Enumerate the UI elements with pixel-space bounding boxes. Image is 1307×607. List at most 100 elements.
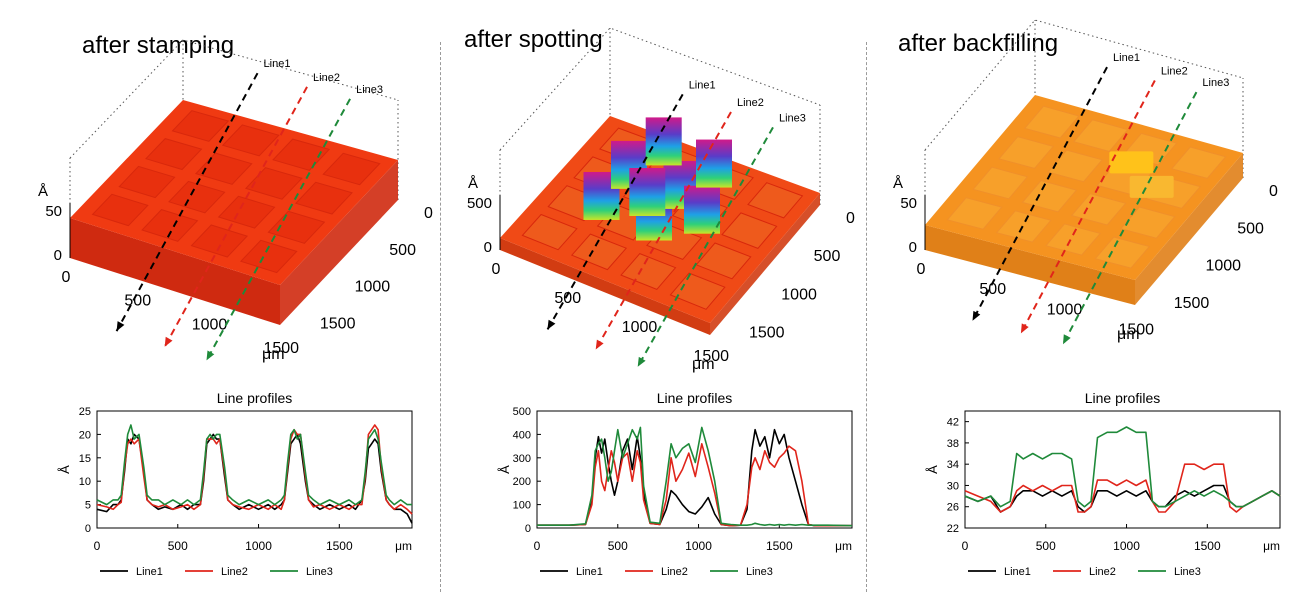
y-tick-label: 1000: [781, 286, 817, 303]
y-axis-label: Å: [57, 465, 72, 474]
y-tick-label: 0: [846, 210, 855, 227]
surface-well: [998, 136, 1055, 169]
line-label: Line3: [356, 84, 383, 96]
line-label: Line1: [264, 58, 291, 70]
x-unit-label: μm: [835, 539, 852, 553]
surface-side-front: [925, 225, 1135, 305]
x-tick-label: 1500: [1118, 322, 1154, 339]
line-arrow-3: [205, 98, 351, 361]
y-tick-label: 15: [79, 453, 91, 465]
surface-side-right: [710, 193, 820, 335]
surface-well: [995, 210, 1052, 243]
line-label: Line3: [1202, 77, 1229, 89]
x-tick-label: 0: [534, 539, 541, 553]
surface-well: [1070, 193, 1127, 226]
surface-well: [1047, 149, 1104, 183]
y-tick-label: 26: [947, 502, 959, 514]
surface-plot-3d: Å5000050010001500050010001500μmLine1Line…: [467, 27, 855, 373]
arrowhead: [116, 321, 125, 332]
x-tick-label: 1000: [1113, 539, 1140, 553]
y-tick-label: 0: [525, 523, 531, 535]
y-tick-label: 500: [814, 248, 841, 265]
legend-label: Line2: [661, 566, 688, 578]
x-tick-label: 0: [94, 539, 101, 553]
y-tick-label: 200: [513, 476, 531, 488]
line-label: Line2: [1161, 65, 1188, 77]
surface-well: [695, 242, 752, 280]
y-tick-label: 38: [947, 438, 959, 450]
surface-well: [217, 195, 276, 229]
y-tick-label: 5: [85, 500, 91, 512]
legend-label: Line3: [1174, 566, 1201, 578]
surface-well: [721, 212, 778, 249]
spot-peak: [684, 185, 720, 234]
series-line-line3: [537, 426, 853, 527]
x-tick-label: 500: [608, 539, 628, 553]
z-unit-label: Å: [893, 175, 903, 192]
surface-well: [91, 193, 149, 227]
panel-after-spotting: after spotting Å 500 0 0 500 1000 1500 0 500 1000…: [440, 0, 870, 607]
y-axis-label: Å: [497, 465, 512, 474]
arrowhead: [164, 336, 173, 347]
surface-well: [141, 209, 199, 242]
unit-label: μm: [262, 346, 285, 363]
unit-label: μm: [692, 356, 715, 373]
chart-title: Line profiles: [657, 390, 733, 406]
y-tick-label: 0: [1269, 183, 1278, 200]
line-arrow-1: [546, 93, 684, 331]
x-tick-label: 500: [124, 293, 151, 310]
surface-well: [669, 272, 726, 310]
surface-well: [221, 124, 280, 157]
z-tick-label: 50: [900, 195, 917, 212]
surface-well: [1072, 119, 1129, 153]
backfill-patch: [1129, 175, 1174, 198]
surface-side-right: [1135, 153, 1243, 305]
y-tick-label: 500: [389, 242, 416, 259]
line-arrow-2: [163, 86, 308, 348]
plot-frame: [964, 410, 1281, 529]
x-tick-label: 500: [1036, 539, 1056, 553]
y-tick-label: 34: [947, 459, 959, 471]
panel-after-backfilling: after backfilling Å 50 0 0 500 1000 1500 0 500 10…: [868, 0, 1298, 607]
x-tick-label: 1000: [192, 316, 228, 333]
y-tick-label: 1000: [1205, 258, 1241, 275]
box-outline: [499, 27, 821, 151]
x-tick-label: 500: [554, 290, 581, 307]
surface-well: [144, 138, 203, 171]
z-tick-label: 500: [467, 195, 492, 212]
x-tick-label: 0: [962, 539, 969, 553]
y-tick-label: 500: [1237, 220, 1264, 237]
legend-label: Line3: [746, 566, 773, 578]
y-tick-label: 100: [513, 500, 531, 512]
x-tick-label: 1500: [693, 348, 729, 365]
plot-frame: [536, 410, 853, 529]
x-tick-label: 1000: [622, 319, 658, 336]
x-tick-label: 1500: [1194, 539, 1221, 553]
unit-label: μm: [1117, 326, 1140, 343]
panel-heading: after backfilling: [898, 30, 1059, 57]
surface-side-front: [500, 238, 710, 335]
arrowhead: [972, 310, 981, 321]
x-tick-label: 1000: [1047, 301, 1083, 318]
x-tick-label: 1500: [326, 539, 353, 553]
line-arrow-2: [594, 111, 732, 350]
surface-well: [521, 213, 578, 251]
y-tick-label: 22: [947, 523, 959, 535]
surface-well: [294, 181, 353, 215]
z-tick-label: 0: [484, 239, 492, 256]
surface-well: [322, 152, 381, 186]
x-tick-label: 0: [62, 269, 71, 286]
arrowhead: [1063, 334, 1071, 345]
legend-label: Line2: [1089, 566, 1116, 578]
panel-after-stamping: after stamping Å 50 0 0 500 1000 1500 0 500 1000 1…: [0, 0, 433, 607]
surface-well: [1045, 223, 1102, 256]
surface-well: [946, 197, 1003, 230]
spot-peak: [645, 117, 682, 166]
legend-label: Line1: [576, 566, 603, 578]
surface-well: [972, 166, 1029, 200]
y-tick-label: 42: [947, 417, 959, 429]
y-tick-label: 25: [79, 406, 91, 418]
y-tick-label: 1500: [749, 325, 785, 342]
surface-well: [1094, 236, 1151, 269]
surface-well: [239, 239, 298, 274]
